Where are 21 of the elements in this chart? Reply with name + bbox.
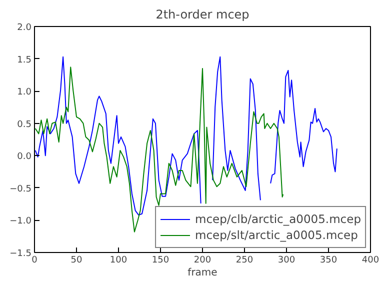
x-tick-label: 350	[320, 256, 338, 266]
y-tick-label: 1.0	[17, 88, 32, 98]
y-tick-label: 0.5	[17, 120, 32, 130]
x-tick-label: 400	[362, 256, 380, 266]
y-tick-label: 1.5	[17, 55, 32, 66]
x-tick-label: 150	[152, 256, 170, 266]
x-tick-label: 0	[32, 256, 38, 266]
x-tick-label: 250	[236, 256, 254, 266]
y-tick-label: −0.5	[10, 184, 32, 194]
x-tick-label: 50	[70, 256, 82, 266]
legend-label: mcep/clb/arctic_a0005.mcep	[195, 211, 361, 227]
y-tick-label: −1.0	[10, 216, 32, 227]
y-tick-label: 2.0	[17, 23, 32, 33]
legend-label: mcep/slt/arctic_a0005.mcep	[195, 227, 358, 243]
x-tick-label: 200	[194, 256, 212, 266]
x-tick-label: 300	[278, 256, 296, 266]
y-tick-label: 0.0	[17, 152, 32, 162]
chart-title: 2th-order mcep	[156, 8, 250, 22]
y-tick-label: −1.5	[10, 249, 32, 259]
x-tick-label: 100	[110, 256, 128, 266]
x-axis-title: frame	[188, 268, 218, 278]
